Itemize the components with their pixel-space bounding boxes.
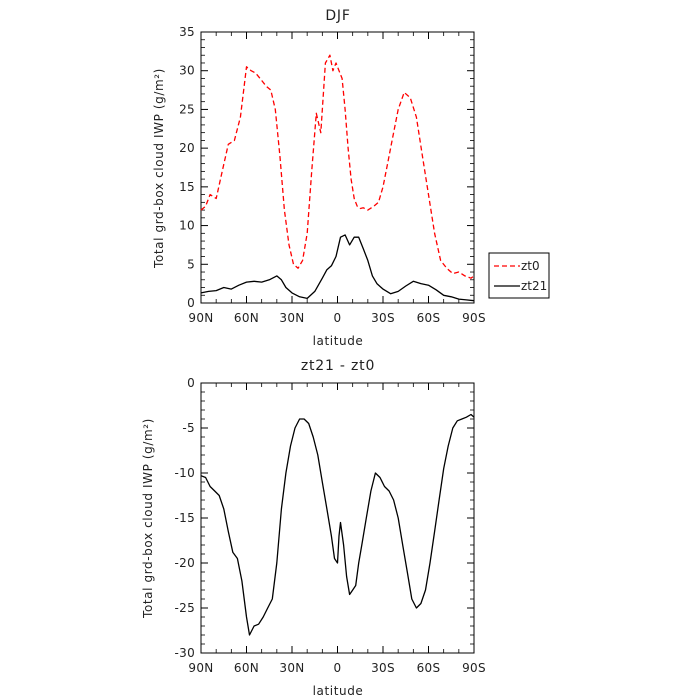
x-tick-label: 30N — [279, 311, 304, 325]
x-tick-label: 90S — [462, 661, 486, 675]
y-tick-label: 0 — [187, 296, 195, 310]
legend-label-zt21: zt21 — [521, 279, 547, 293]
y-tick-label: -15 — [175, 511, 196, 525]
y-tick-label: 10 — [179, 219, 195, 233]
y-tick-label: -30 — [175, 646, 196, 660]
plot-frame — [200, 31, 475, 304]
x-tick-label: 90N — [188, 311, 213, 325]
y-tick-label: -5 — [182, 421, 195, 435]
panel-title: zt21 - zt0 — [301, 358, 375, 374]
legend: zt0 zt21 — [488, 252, 550, 299]
legend-box — [488, 252, 550, 299]
y-tick-label: 0 — [187, 376, 195, 390]
panel-title: DJF — [325, 8, 350, 24]
x-tick-label: 60S — [417, 311, 441, 325]
y-axis-title: Total grd-box cloud IWP (g/m²) — [152, 68, 166, 269]
x-axis: 90N 60N 30N 0 30S 60S 90S — [188, 32, 486, 325]
x-tick-label: 0 — [334, 311, 342, 325]
x-tick-label: 90S — [462, 311, 486, 325]
panel-difference: zt21 - zt0 -30 -25 -20 -15 -10 -5 0 90N 60N 30N 0… — [141, 358, 486, 698]
y-axis: 0 5 10 15 20 25 30 35 — [179, 25, 474, 310]
y-tick-label: 25 — [179, 102, 195, 116]
x-tick-label: 0 — [334, 661, 342, 675]
plot-frame — [200, 382, 475, 654]
series-line-difference — [200, 413, 475, 636]
y-tick-label: 20 — [179, 141, 195, 155]
x-tick-label: 60N — [234, 661, 259, 675]
series-line-zt0 — [200, 54, 475, 279]
series-line-zt21 — [200, 234, 475, 302]
x-tick-label: 30S — [371, 311, 395, 325]
y-tick-label: 30 — [179, 64, 195, 78]
y-tick-label: 5 — [187, 257, 195, 271]
x-tick-label: 90N — [188, 661, 213, 675]
y-axis-title: Total grd-box cloud IWP (g/m²) — [141, 418, 155, 619]
y-tick-label: 15 — [179, 180, 195, 194]
y-tick-label: -10 — [175, 466, 196, 480]
y-tick-label: 35 — [179, 25, 195, 39]
x-axis: 90N 60N 30N 0 30S 60S 90S — [188, 383, 486, 675]
x-tick-label: 60S — [417, 661, 441, 675]
panel-djf: DJF 0 5 10 15 20 25 30 35 90N 60N 30N 0 30S 60S 90S l… — [152, 8, 550, 348]
x-tick-label: 60N — [234, 311, 259, 325]
series-group — [200, 54, 475, 302]
y-tick-label: -20 — [175, 556, 196, 570]
y-tick-label: -25 — [175, 601, 196, 615]
series-group — [200, 413, 475, 636]
x-axis-title: latitude — [313, 334, 364, 348]
x-tick-label: 30S — [371, 661, 395, 675]
x-tick-label: 30N — [279, 661, 304, 675]
legend-label-zt0: zt0 — [521, 259, 540, 273]
x-axis-title: latitude — [313, 684, 364, 698]
y-axis: -30 -25 -20 -15 -10 -5 0 — [175, 376, 474, 660]
